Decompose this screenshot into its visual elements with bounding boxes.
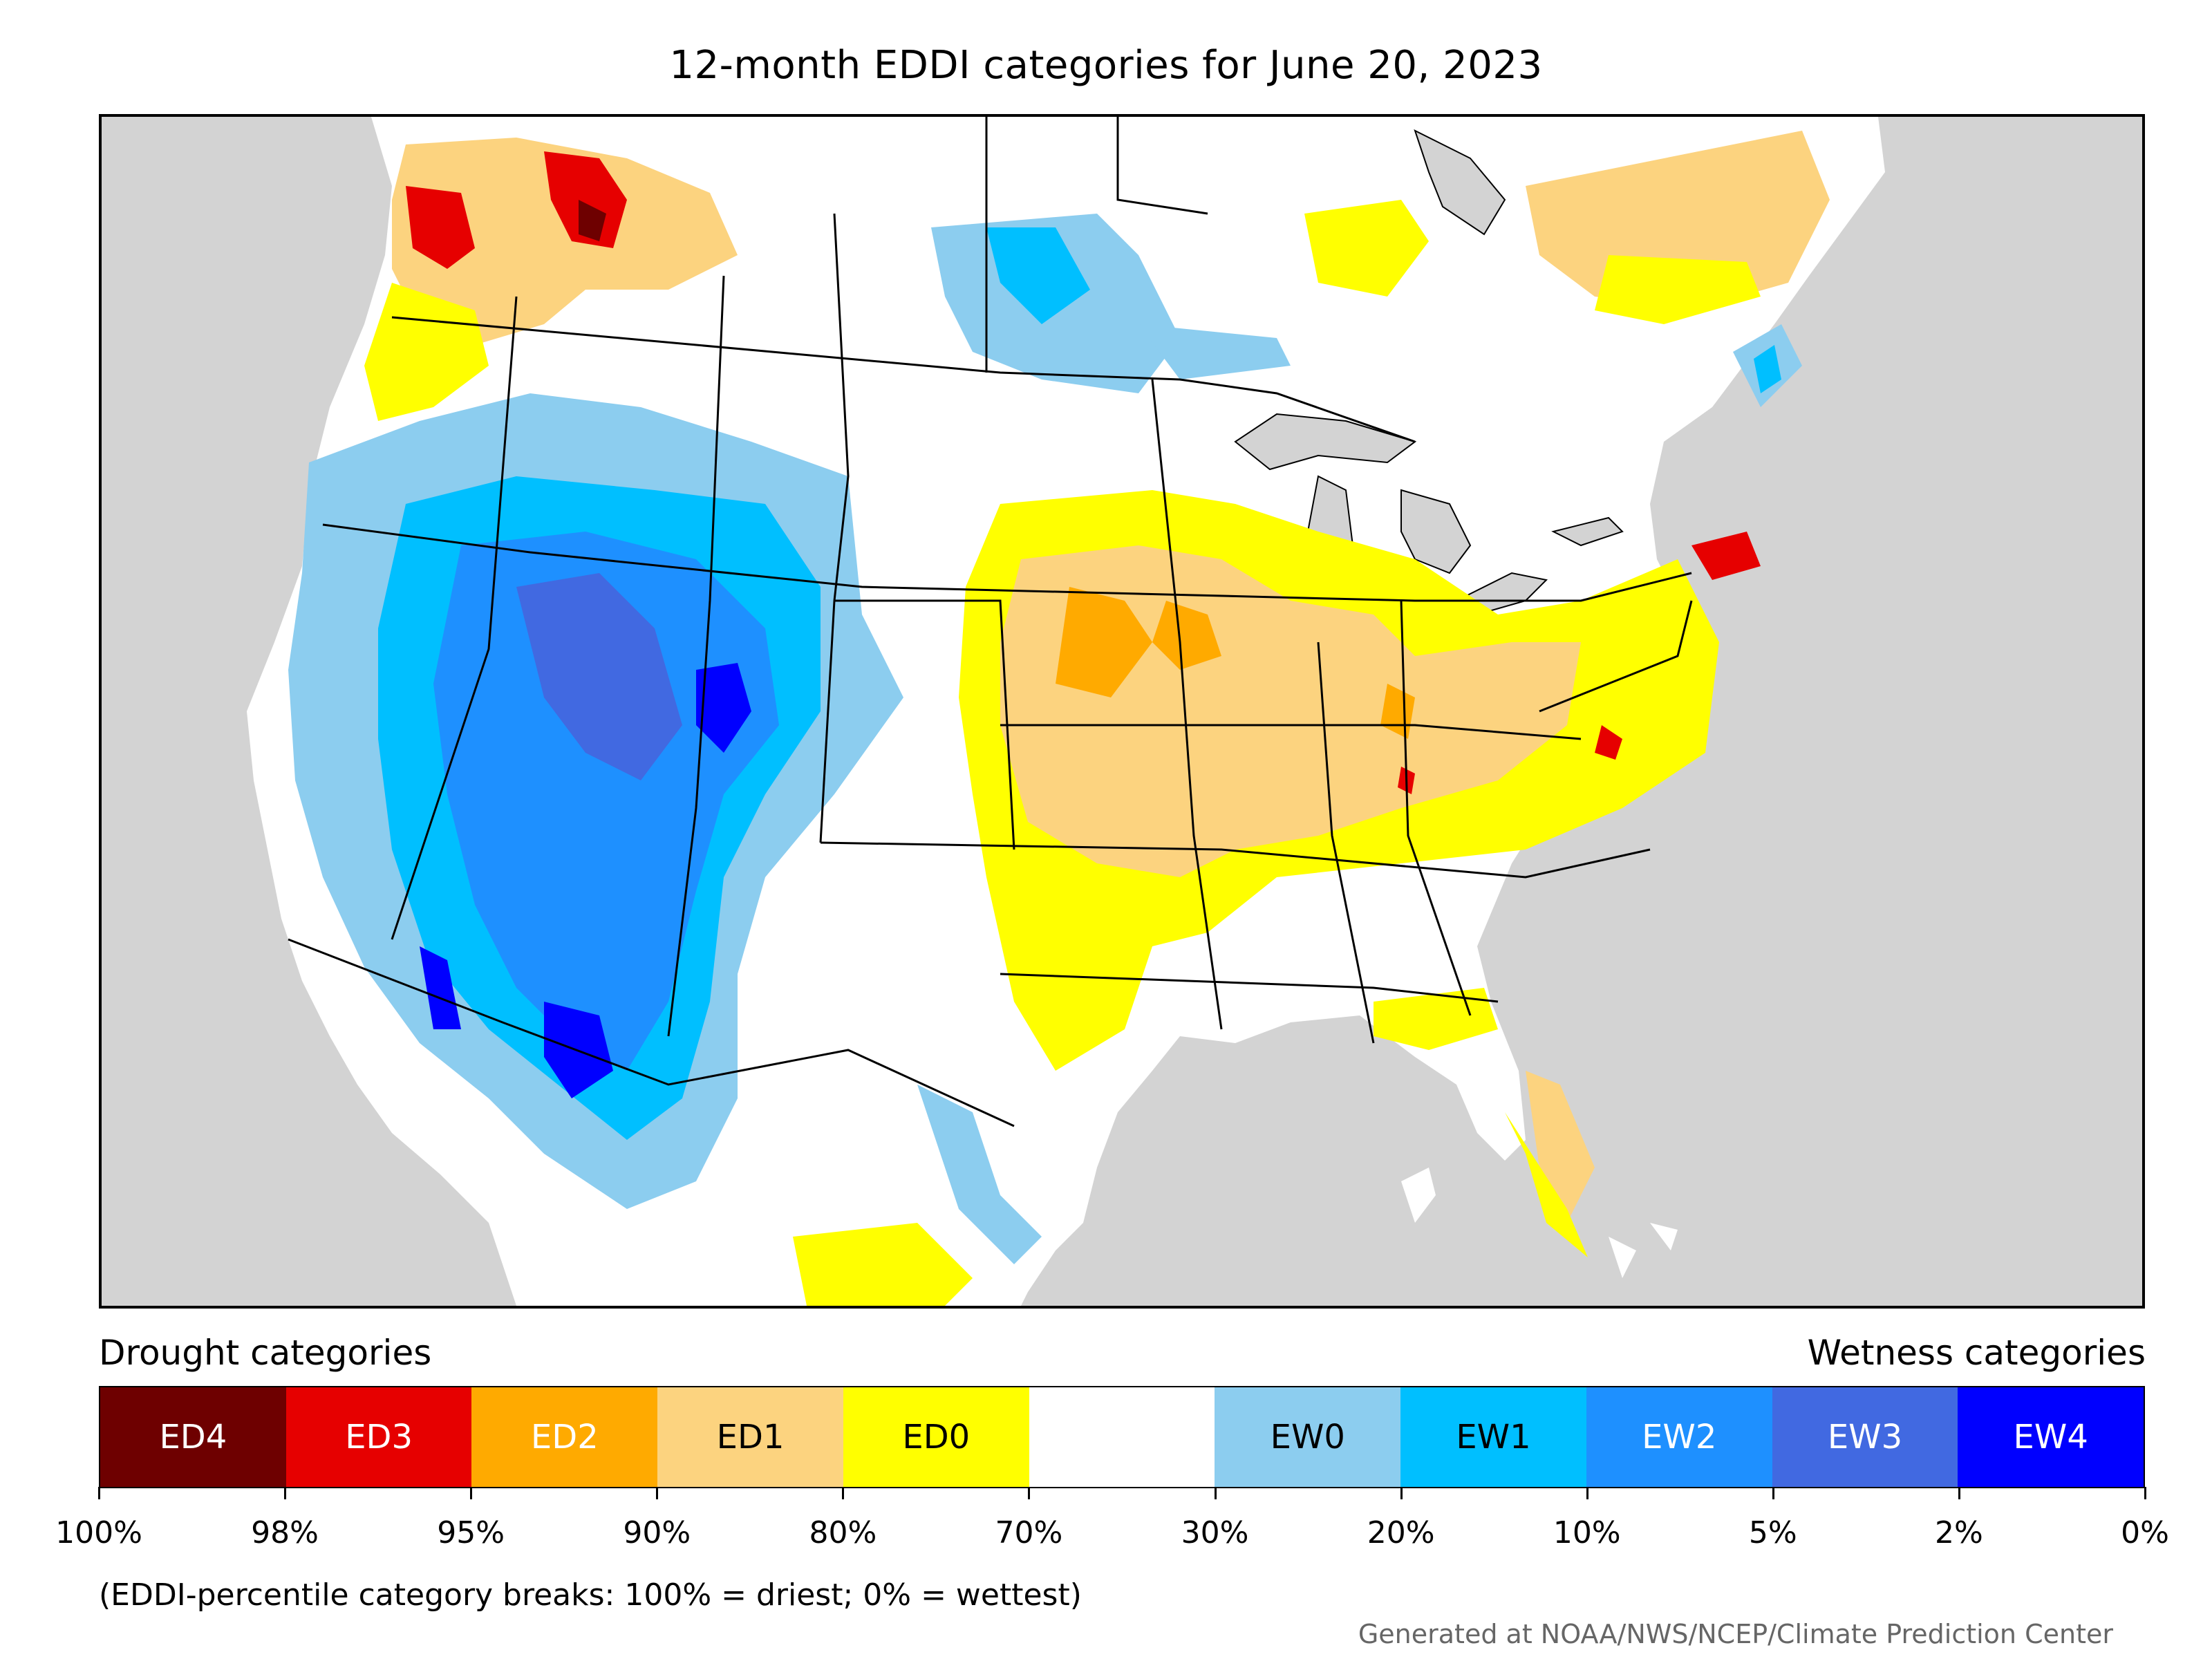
colorbar-tick-label: 5%	[1748, 1515, 1797, 1550]
colorbar-segment: EW0	[1215, 1387, 1401, 1487]
political-borders	[288, 117, 1693, 1127]
colorbar-tick	[1958, 1487, 1960, 1499]
colorbar-tick	[2144, 1487, 2146, 1499]
colorbar-segment: ED3	[285, 1387, 472, 1487]
colorbar-tick-label: 80%	[809, 1515, 877, 1550]
colorbar-segment: EW4	[1958, 1387, 2144, 1487]
colorbar-tick	[1400, 1487, 1403, 1499]
colorbar-tick	[98, 1487, 100, 1499]
caribbean-islands	[1609, 1223, 1678, 1278]
map-title: 12-month EDDI categories for June 20, 20…	[669, 43, 1543, 88]
eddi-map	[99, 114, 2145, 1309]
colorbar-ticks	[98, 1487, 2146, 1501]
colorbar-segment: ED2	[471, 1387, 658, 1487]
colorbar-tick	[1586, 1487, 1588, 1499]
colorbar-tick-label: 95%	[437, 1515, 505, 1550]
colorbar-tick	[1214, 1487, 1217, 1499]
colorbar-segment: EW3	[1772, 1387, 1958, 1487]
colorbar-tick	[470, 1487, 473, 1499]
category-colorbar: ED4 ED3 ED2 ED1 ED0 EW0 EW1 EW2 EW3 EW4	[99, 1386, 2145, 1488]
colorbar-segment: ED1	[657, 1387, 843, 1487]
colorbar-segment: EW1	[1400, 1387, 1586, 1487]
drought-patches	[364, 131, 1830, 1306]
colorbar-tick	[1028, 1487, 1031, 1499]
credit-line: Generated at NOAA/NWS/NCEP/Climate Predi…	[1358, 1619, 2113, 1649]
drought-categories-heading: Drought categories	[99, 1333, 432, 1373]
colorbar-tick-label: 98%	[251, 1515, 319, 1550]
colorbar-segment	[1029, 1387, 1215, 1487]
colorbar-segment: ED0	[843, 1387, 1029, 1487]
colorbar-tick-label: 10%	[1553, 1515, 1621, 1550]
colorbar-tick	[842, 1487, 845, 1499]
colorbar-segment: EW2	[1586, 1387, 1772, 1487]
colorbar-tick-label: 100%	[55, 1515, 142, 1550]
colorbar-tick-label: 70%	[995, 1515, 1063, 1550]
colorbar-tick	[1772, 1487, 1774, 1499]
colorbar-segment: ED4	[100, 1387, 286, 1487]
colorbar-tick-label: 30%	[1181, 1515, 1249, 1550]
colorbar-tick-label: 90%	[623, 1515, 691, 1550]
category-breaks-note: (EDDI-percentile category breaks: 100% =…	[99, 1577, 1082, 1613]
colorbar-tick-label: 0%	[2121, 1515, 2169, 1550]
colorbar-tick	[656, 1487, 659, 1499]
wetness-categories-heading: Wetness categories	[1807, 1333, 2146, 1373]
colorbar-tick	[284, 1487, 287, 1499]
colorbar-tick-label: 2%	[1935, 1515, 1983, 1550]
colorbar-tick-label: 20%	[1367, 1515, 1435, 1550]
